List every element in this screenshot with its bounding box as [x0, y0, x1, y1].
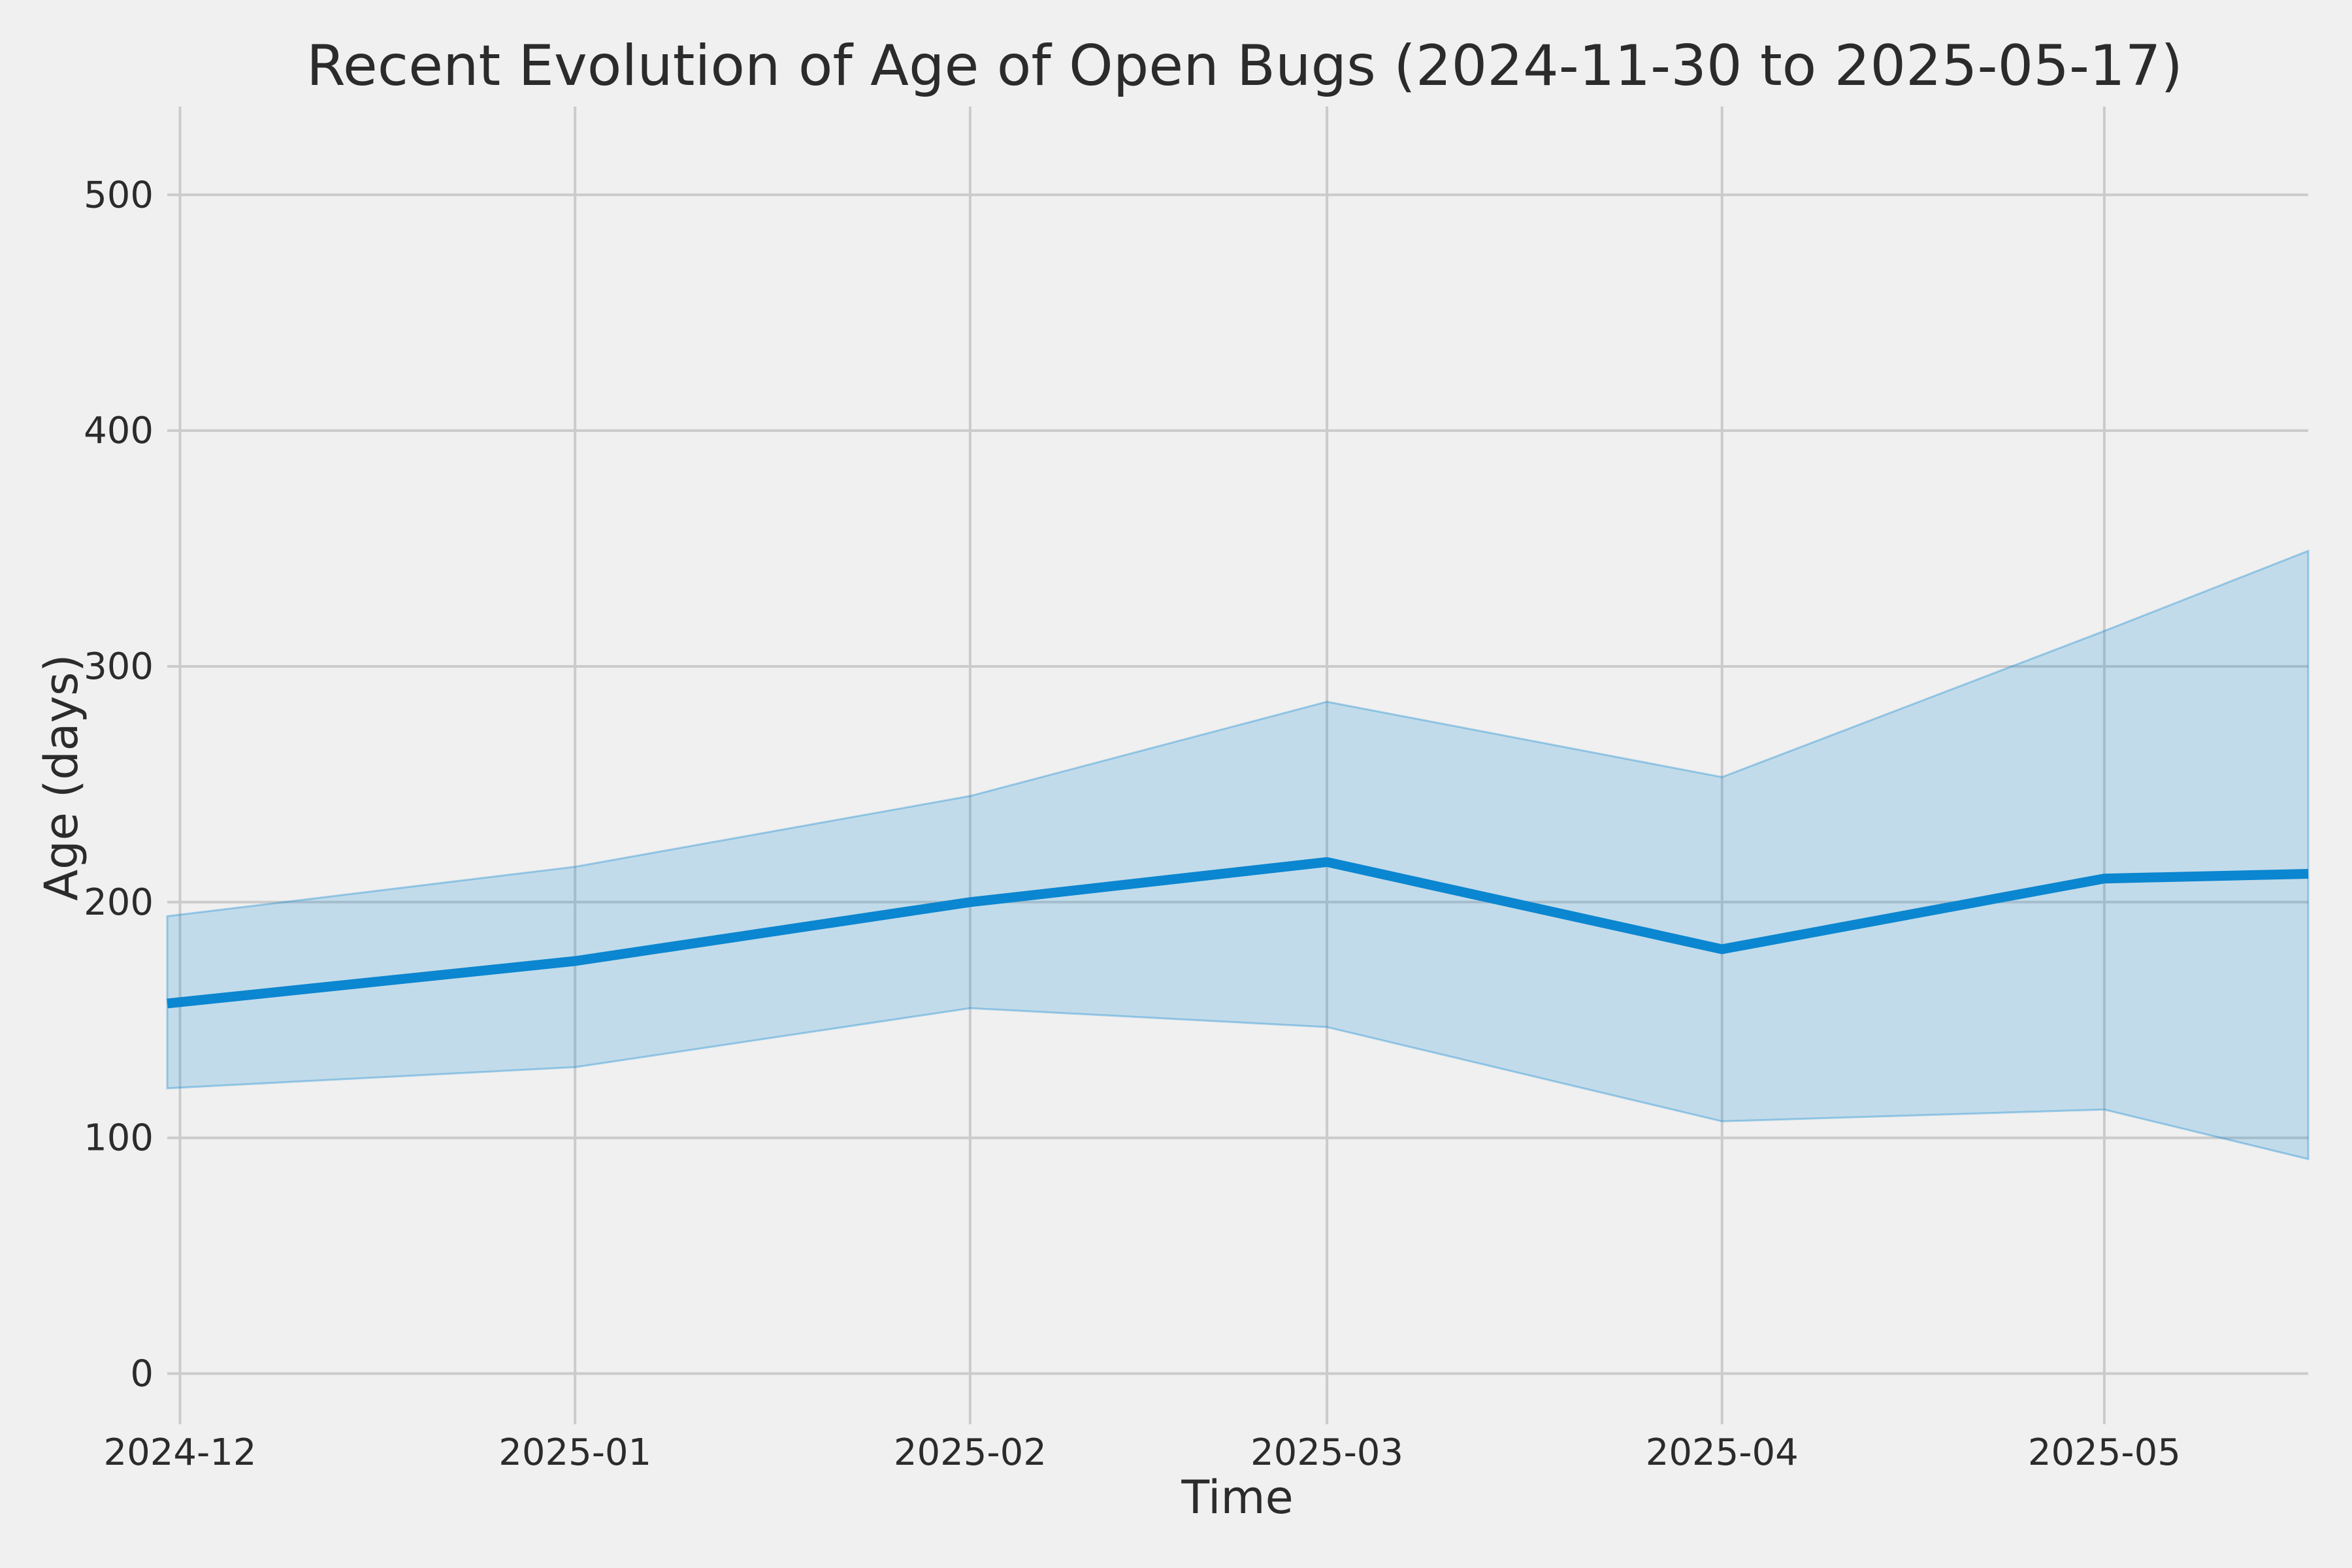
- y-tick-label: 200: [84, 881, 154, 924]
- x-tick-label: 2025-02: [894, 1431, 1047, 1474]
- x-tick-labels: 2024-12 2025-01 2025-02 2025-03 2025-04 2025-…: [104, 1431, 2181, 1474]
- chart-title: Recent Evolution of Age of Open Bugs (20…: [306, 33, 2183, 99]
- y-axis-label: Age (days): [35, 654, 88, 900]
- y-tick-label: 100: [84, 1117, 154, 1160]
- x-tick-label: 2025-05: [2028, 1431, 2181, 1474]
- x-tick-label: 2024-12: [104, 1431, 257, 1474]
- x-tick-label: 2025-04: [1646, 1431, 1799, 1474]
- x-tick-label: 2025-01: [498, 1431, 651, 1474]
- x-tick-label: 2025-03: [1250, 1431, 1403, 1474]
- mean-line: [167, 857, 2309, 1009]
- y-tick-labels: 0 100 200 300 400 500: [84, 174, 154, 1395]
- x-axis-label: Time: [1181, 1471, 1293, 1524]
- y-tick-label: 400: [84, 410, 154, 452]
- y-tick-label: 500: [84, 174, 154, 216]
- y-tick-label: 300: [84, 645, 154, 688]
- uncertainty-band: [166, 549, 2310, 1161]
- gridlines: [167, 106, 2308, 1424]
- y-tick-label: 0: [130, 1352, 154, 1395]
